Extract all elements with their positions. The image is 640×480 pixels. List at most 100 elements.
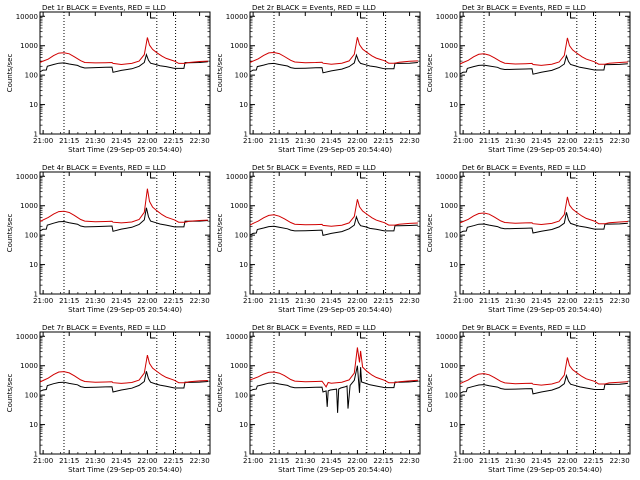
x-tick-label: 21:45: [111, 457, 131, 465]
x-tick-label: 21:00: [243, 137, 263, 145]
x-tick-label: 22:30: [399, 137, 419, 145]
y-tick-label: 10000: [436, 173, 458, 181]
plot-title: Det 5r BLACK = Events, RED = LLD: [252, 164, 376, 172]
x-tick-label: 21:15: [59, 457, 79, 465]
x-axis-label: Start Time (29-Sep-05 20:54:40): [278, 466, 392, 474]
corner-marker: [150, 332, 156, 339]
x-tick-label: 21:45: [111, 297, 131, 305]
y-tick-label: 10: [449, 101, 458, 109]
x-tick-label: 22:00: [347, 137, 367, 145]
x-tick-label: 22:30: [609, 137, 629, 145]
x-tick-label: 22:30: [189, 457, 209, 465]
x-tick-label: 21:00: [33, 137, 53, 145]
plot-frame: [249, 171, 421, 295]
y-tick-label: 1: [454, 451, 458, 459]
x-axis-label: Start Time (29-Sep-05 20:54:40): [278, 306, 392, 314]
x-tick-label: 22:15: [583, 457, 603, 465]
x-tick-label: 22:15: [163, 457, 183, 465]
x-tick-label: 21:00: [33, 457, 53, 465]
y-tick-label: 10: [29, 261, 38, 269]
x-tick-label: 21:15: [269, 457, 289, 465]
x-tick-label: 22:00: [557, 297, 577, 305]
y-tick-label: 100: [445, 72, 458, 80]
events-series-line: [39, 207, 208, 232]
x-tick-label: 22:00: [137, 137, 157, 145]
plot-frame: [459, 331, 631, 455]
x-axis-label: Start Time (29-Sep-05 20:54:40): [68, 466, 182, 474]
x-tick-label: 21:00: [453, 297, 473, 305]
y-tick-label: 10000: [226, 13, 248, 21]
x-tick-label: 22:00: [347, 297, 367, 305]
x-tick-label: 21:45: [321, 457, 341, 465]
events-series-line: [249, 53, 418, 74]
x-tick-label: 22:15: [373, 137, 393, 145]
x-tick-label: 21:15: [479, 137, 499, 145]
plot-frame: [249, 331, 421, 455]
y-tick-label: 1: [34, 131, 38, 139]
x-tick-label: 21:30: [505, 297, 525, 305]
x-tick-label: 21:00: [33, 297, 53, 305]
x-tick-label: 21:30: [85, 297, 105, 305]
x-tick-label: 22:30: [189, 297, 209, 305]
events-series-line: [459, 212, 628, 234]
plot-title: Det 6r BLACK = Events, RED = LLD: [462, 164, 586, 172]
x-axis-label: Start Time (29-Sep-05 20:54:40): [68, 306, 182, 314]
x-tick-label: 21:45: [531, 457, 551, 465]
corner-marker: [150, 12, 156, 19]
y-tick-label: 10: [29, 101, 38, 109]
y-tick-label: 1000: [230, 42, 248, 50]
events-series-line: [459, 54, 628, 75]
lld-series-line: [39, 188, 208, 224]
corner-marker: [570, 172, 576, 179]
corner-marker: [360, 172, 366, 179]
y-tick-label: 10: [239, 101, 248, 109]
y-tick-label: 1000: [440, 202, 458, 210]
x-tick-label: 21:30: [295, 297, 315, 305]
x-tick-label: 22:30: [609, 457, 629, 465]
y-tick-label: 1: [34, 291, 38, 299]
x-tick-label: 22:30: [609, 297, 629, 305]
y-axis-label: Counts/sec: [6, 374, 14, 413]
events-series-line: [249, 215, 418, 237]
x-tick-label: 21:00: [453, 457, 473, 465]
y-axis-label: Counts/sec: [6, 214, 14, 253]
y-tick-label: 100: [445, 232, 458, 240]
plot-frame: [39, 331, 211, 455]
y-tick-label: 100: [235, 392, 248, 400]
y-tick-label: 1000: [20, 362, 38, 370]
events-series-line: [459, 373, 628, 395]
plot-title: Det 8r BLACK = Events, RED = LLD: [252, 324, 376, 332]
x-axis-label: Start Time (29-Sep-05 20:54:40): [488, 466, 602, 474]
y-tick-label: 100: [445, 392, 458, 400]
y-tick-label: 10: [29, 421, 38, 429]
detector-panel: Det 1r BLACK = Events, RED = LLD 1 10 100 10…: [6, 4, 211, 154]
y-axis-label: Counts/sec: [426, 214, 434, 253]
lld-series-line: [459, 357, 628, 386]
plot-frame: [249, 11, 421, 135]
x-tick-label: 21:00: [243, 297, 263, 305]
y-tick-label: 1: [244, 131, 248, 139]
y-tick-label: 10: [449, 261, 458, 269]
x-tick-label: 22:30: [189, 137, 209, 145]
y-tick-label: 1: [454, 131, 458, 139]
lld-series-line: [39, 354, 208, 384]
y-tick-label: 100: [25, 72, 38, 80]
y-tick-label: 1: [244, 451, 248, 459]
x-tick-label: 21:15: [269, 297, 289, 305]
plot-frame: [459, 171, 631, 295]
x-tick-label: 22:00: [347, 457, 367, 465]
plot-title: Det 9r BLACK = Events, RED = LLD: [462, 324, 586, 332]
detector-panel: Det 6r BLACK = Events, RED = LLD 1 10 100 10…: [426, 164, 631, 314]
y-tick-label: 100: [235, 232, 248, 240]
x-tick-label: 22:00: [557, 137, 577, 145]
y-tick-label: 100: [25, 232, 38, 240]
corner-marker: [360, 332, 366, 339]
x-tick-label: 21:00: [453, 137, 473, 145]
y-tick-label: 1000: [20, 202, 38, 210]
detector-panel: Det 8r BLACK = Events, RED = LLD 1 10 100 10…: [216, 324, 421, 474]
lld-series-line: [459, 37, 628, 66]
x-tick-label: 21:00: [243, 457, 263, 465]
x-tick-label: 21:45: [111, 137, 131, 145]
lld-series-line: [249, 37, 418, 65]
x-tick-label: 21:15: [59, 137, 79, 145]
